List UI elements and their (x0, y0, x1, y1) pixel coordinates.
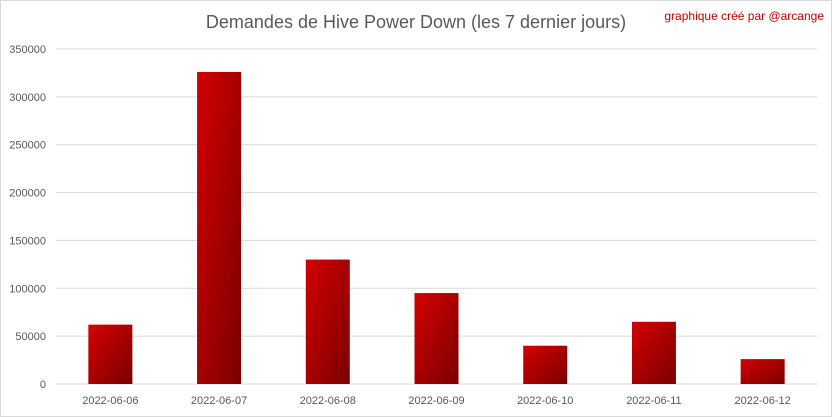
gridlines (56, 48, 817, 385)
x-tick-label: 2022-06-11 (626, 395, 681, 407)
bar-2022-06-06 (88, 324, 133, 384)
bar-2022-06-08 (305, 259, 350, 384)
y-tick-label: 100000 (9, 283, 46, 295)
x-axis-ticks: 2022-06-06 2022-06-07 2022-06-08 2022-06-09… (82, 395, 791, 407)
y-tick-label: 0 (40, 379, 46, 391)
x-tick-label: 2022-06-10 (517, 395, 573, 407)
x-tick-label: 2022-06-07 (191, 395, 247, 407)
y-tick-label: 250000 (9, 140, 46, 152)
y-tick-label: 150000 (9, 235, 46, 247)
y-tick-label: 300000 (9, 92, 46, 104)
bar-2022-06-11 (631, 321, 676, 384)
bars (88, 71, 785, 384)
y-axis-ticks: 0 50000 100000 150000 200000 250000 300000 3500… (9, 44, 46, 391)
x-tick-label: 2022-06-09 (408, 395, 464, 407)
x-tick-label: 2022-06-06 (82, 395, 138, 407)
x-tick-label: 2022-06-12 (735, 395, 791, 407)
x-tick-label: 2022-06-08 (300, 395, 356, 407)
y-tick-label: 200000 (9, 188, 46, 200)
bar-2022-06-09 (414, 293, 459, 384)
y-tick-label: 50000 (15, 331, 46, 343)
y-tick-label: 350000 (9, 44, 46, 56)
bar-2022-06-12 (740, 359, 785, 384)
chart-title: Demandes de Hive Power Down (les 7 derni… (205, 12, 627, 32)
bar-2022-06-10 (523, 345, 568, 384)
chart-credit: graphique créé par @arcange (664, 9, 824, 23)
bar-2022-06-07 (197, 71, 242, 384)
